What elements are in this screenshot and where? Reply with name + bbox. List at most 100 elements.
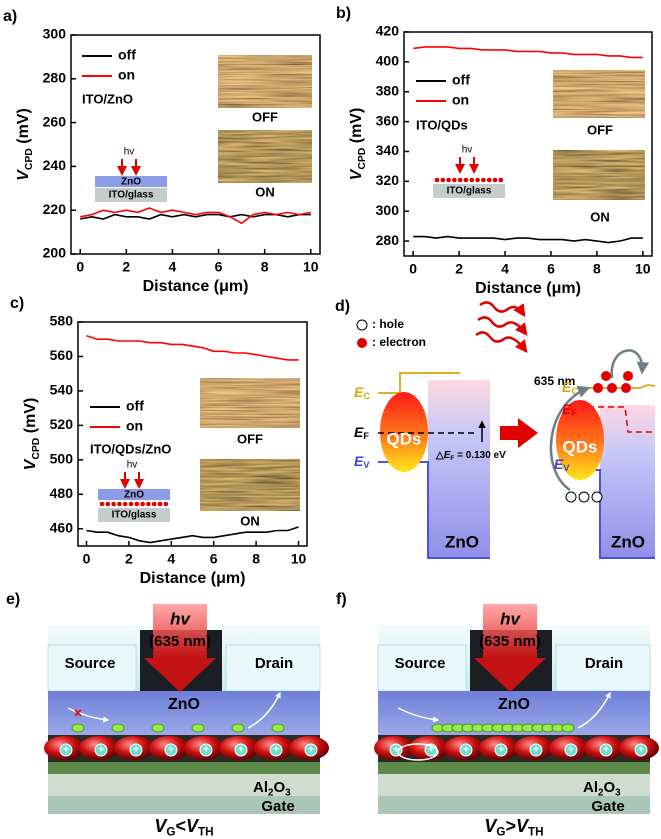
zno-label: ZnO [124,490,144,501]
electron-marker [191,723,205,733]
ito-label: ITO/glass [112,510,157,521]
legend-hole: : hole [372,317,404,331]
dielectric-label: Al2O3 [253,779,291,798]
zno-label: ZnO [121,177,141,188]
condition-label: VG>VTH [484,816,543,839]
condition-label: VG<VTH [154,816,213,839]
afm-image [200,459,300,511]
qd-dot [151,501,157,507]
ito-layer [95,188,167,202]
x-tick-label: 0 [409,261,417,277]
hole-sign: + [463,745,469,756]
band-diagram [356,301,656,559]
data-line [80,207,311,225]
transfer-arrow [610,349,650,379]
zno-band [428,380,490,558]
text-part: E [444,450,451,461]
source-label: Source [65,655,116,672]
y-tick-label: 420 [376,23,400,39]
light-wave [477,316,528,336]
qd-dot [117,501,122,507]
hole-sign: + [168,745,174,756]
hole-marker [94,743,108,757]
light-beam-tip [144,658,216,692]
y-tick-label: 280 [376,232,400,248]
light-wave [479,301,526,318]
hv-label: hv [462,145,473,156]
qd-dot [140,501,145,507]
text-part: V [186,816,200,836]
qd-dot [111,501,116,507]
afm-image [218,55,312,108]
y-tick-label: 480 [50,485,74,501]
y-tick-label: 380 [376,82,400,98]
legend-label: on [118,67,135,83]
carrier-arrow [67,707,110,723]
wavelength: 635 nm [534,374,575,388]
hole-sign: + [533,745,539,756]
image-label: OFF [252,109,278,124]
electron-marker [271,723,285,733]
text-part: CPD [357,147,368,169]
x-tick-label: 0 [83,551,91,567]
ito-label: ITO/glass [109,190,154,201]
transfer-arrow [549,385,591,492]
light-beam [483,604,537,658]
x-tick-label: 10 [303,259,319,275]
holes [565,491,603,503]
carrier-arrow [397,707,440,723]
text-part: V [22,458,39,470]
ec-label: EC [562,379,578,397]
hole-sign: + [273,745,279,756]
panel-label: c) [10,295,24,312]
ev-label: EV [354,453,369,471]
qds-label: QDs [387,429,422,448]
hole-sign: + [133,745,139,756]
text-part: Al [253,779,268,796]
hole-marker [304,743,318,757]
ef-line [588,406,655,433]
hole-marker [129,743,143,757]
hole-sign: + [568,745,574,756]
hole-sign: + [238,745,244,756]
material-label: ITO/QDs/ZnO [90,441,171,456]
image-label: OFF [587,122,613,137]
panel-label: b) [336,5,351,22]
text-part: V [348,168,365,180]
hole-sign: + [393,745,399,756]
dielectric-label: Al2O3 [583,779,621,798]
text-part: CPD [31,437,42,459]
drain-label: Drain [255,655,293,672]
text-part: O [273,779,285,796]
text-part: C [363,392,370,402]
text-part: V [15,169,32,181]
al2o3-layer [378,774,650,796]
hole-sign: + [98,745,104,756]
legend-label: on [452,92,469,108]
material-label: ITO/ZnO [82,91,133,106]
x-tick-label: 4 [167,551,175,567]
x-tick-label: 6 [210,551,218,567]
qd-dot [146,501,151,507]
qd-dot [122,501,128,507]
electron-marker [231,723,245,733]
y-tick-label: 500 [50,451,74,467]
x-axis-label: Distance (μm) [143,278,249,295]
hv-label: hv [127,460,138,471]
image-label: ON [255,184,275,199]
x-axis-label: Distance (μm) [140,570,246,587]
qd-dot [99,501,105,507]
hole-icon [356,319,368,331]
hole-sign: + [498,745,504,756]
x-tick-label: 2 [125,551,133,567]
text-part: CPD [24,148,35,170]
x-tick-label: 4 [501,261,509,277]
big-arrow [500,418,538,448]
hole-sign: + [638,745,644,756]
text-part: (mV) [22,398,39,438]
y-tick-label: 560 [50,347,74,363]
hole-marker [164,743,178,757]
hole-marker [634,743,648,757]
